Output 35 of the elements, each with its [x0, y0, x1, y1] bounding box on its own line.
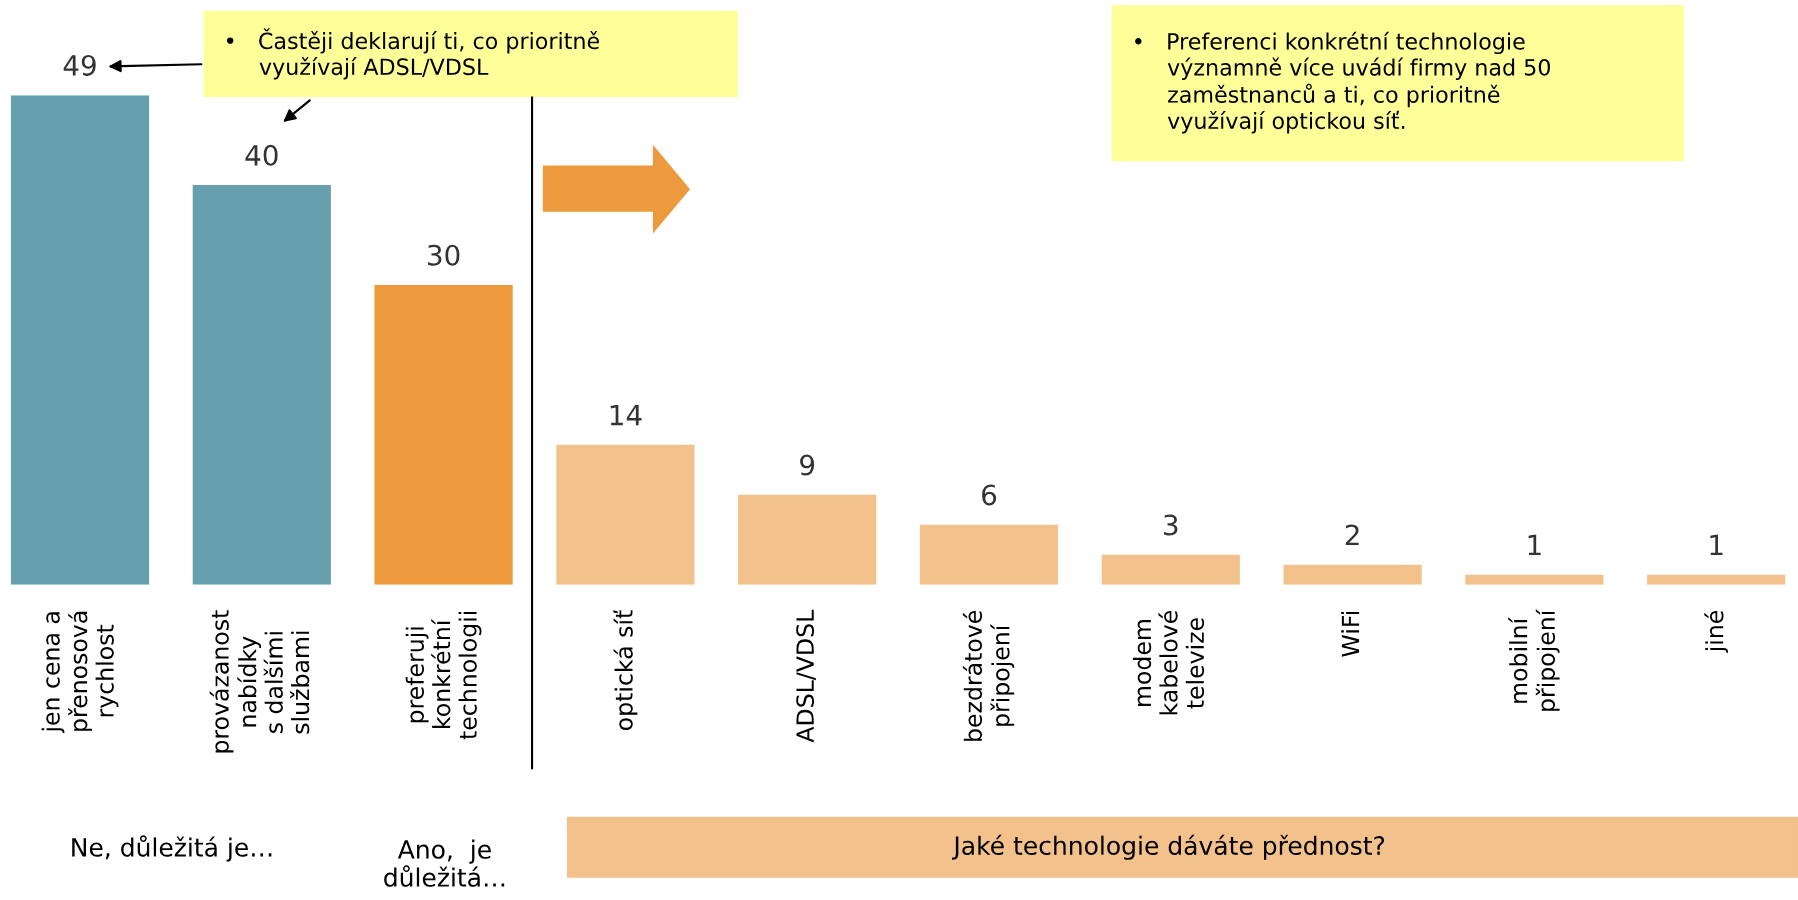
bar: [556, 444, 695, 585]
bar: [1283, 564, 1422, 585]
data-label: 6: [982, 484, 997, 506]
text: Ne, důležitá je…: [72, 835, 272, 862]
text: Jaké technologie dáváte přednost?: [952, 834, 1385, 860]
bar: [10, 95, 150, 585]
data-label: 30: [428, 244, 460, 266]
data-label: 3: [1164, 514, 1178, 536]
bar: [1465, 574, 1604, 585]
bar: [1101, 554, 1240, 585]
data-label: 1: [1710, 534, 1723, 556]
x-tick-label: optická síť: [613, 610, 638, 730]
text: • Častěji deklarují ti, co prioritně využívají ADSL/VDSL: [226, 28, 599, 80]
bar: [919, 524, 1059, 585]
x-tick-label: bezdrátové připojení: [962, 610, 1015, 741]
x-tick-label: preferuji konkrétní technologii: [405, 611, 482, 740]
data-label: 49: [63, 54, 96, 76]
x-tick-label: provázanost nabídky s dalšími službami: [209, 610, 310, 753]
bar: [1647, 574, 1786, 585]
x-tick-label: ADSL/VDSL: [796, 609, 816, 743]
bar: [192, 185, 331, 585]
annotation: • Preferenci konkrétní technologie významně více uvádí firmy nad 50 zaměstnanců a ti, co prioritně využívají optickou síť.: [1135, 31, 1550, 134]
bar: [738, 494, 877, 585]
x-tick-label: jiné: [1704, 610, 1729, 653]
data-label: 2: [1345, 524, 1359, 546]
data-label: 40: [245, 144, 278, 166]
x-tick-label: jen cena a přenosová rychlost: [41, 611, 119, 734]
text: Ano, je důležitá…: [384, 839, 505, 887]
x-tick-label: modem kabelové televize: [1132, 610, 1205, 715]
data-label: 9: [800, 454, 815, 476]
x-tick-label: mobilní připojení: [1508, 609, 1560, 711]
bar: [374, 284, 513, 585]
data-label: 1: [1528, 534, 1541, 556]
data-label: 14: [610, 404, 642, 426]
x-tick-label: WiFi: [1341, 611, 1360, 657]
